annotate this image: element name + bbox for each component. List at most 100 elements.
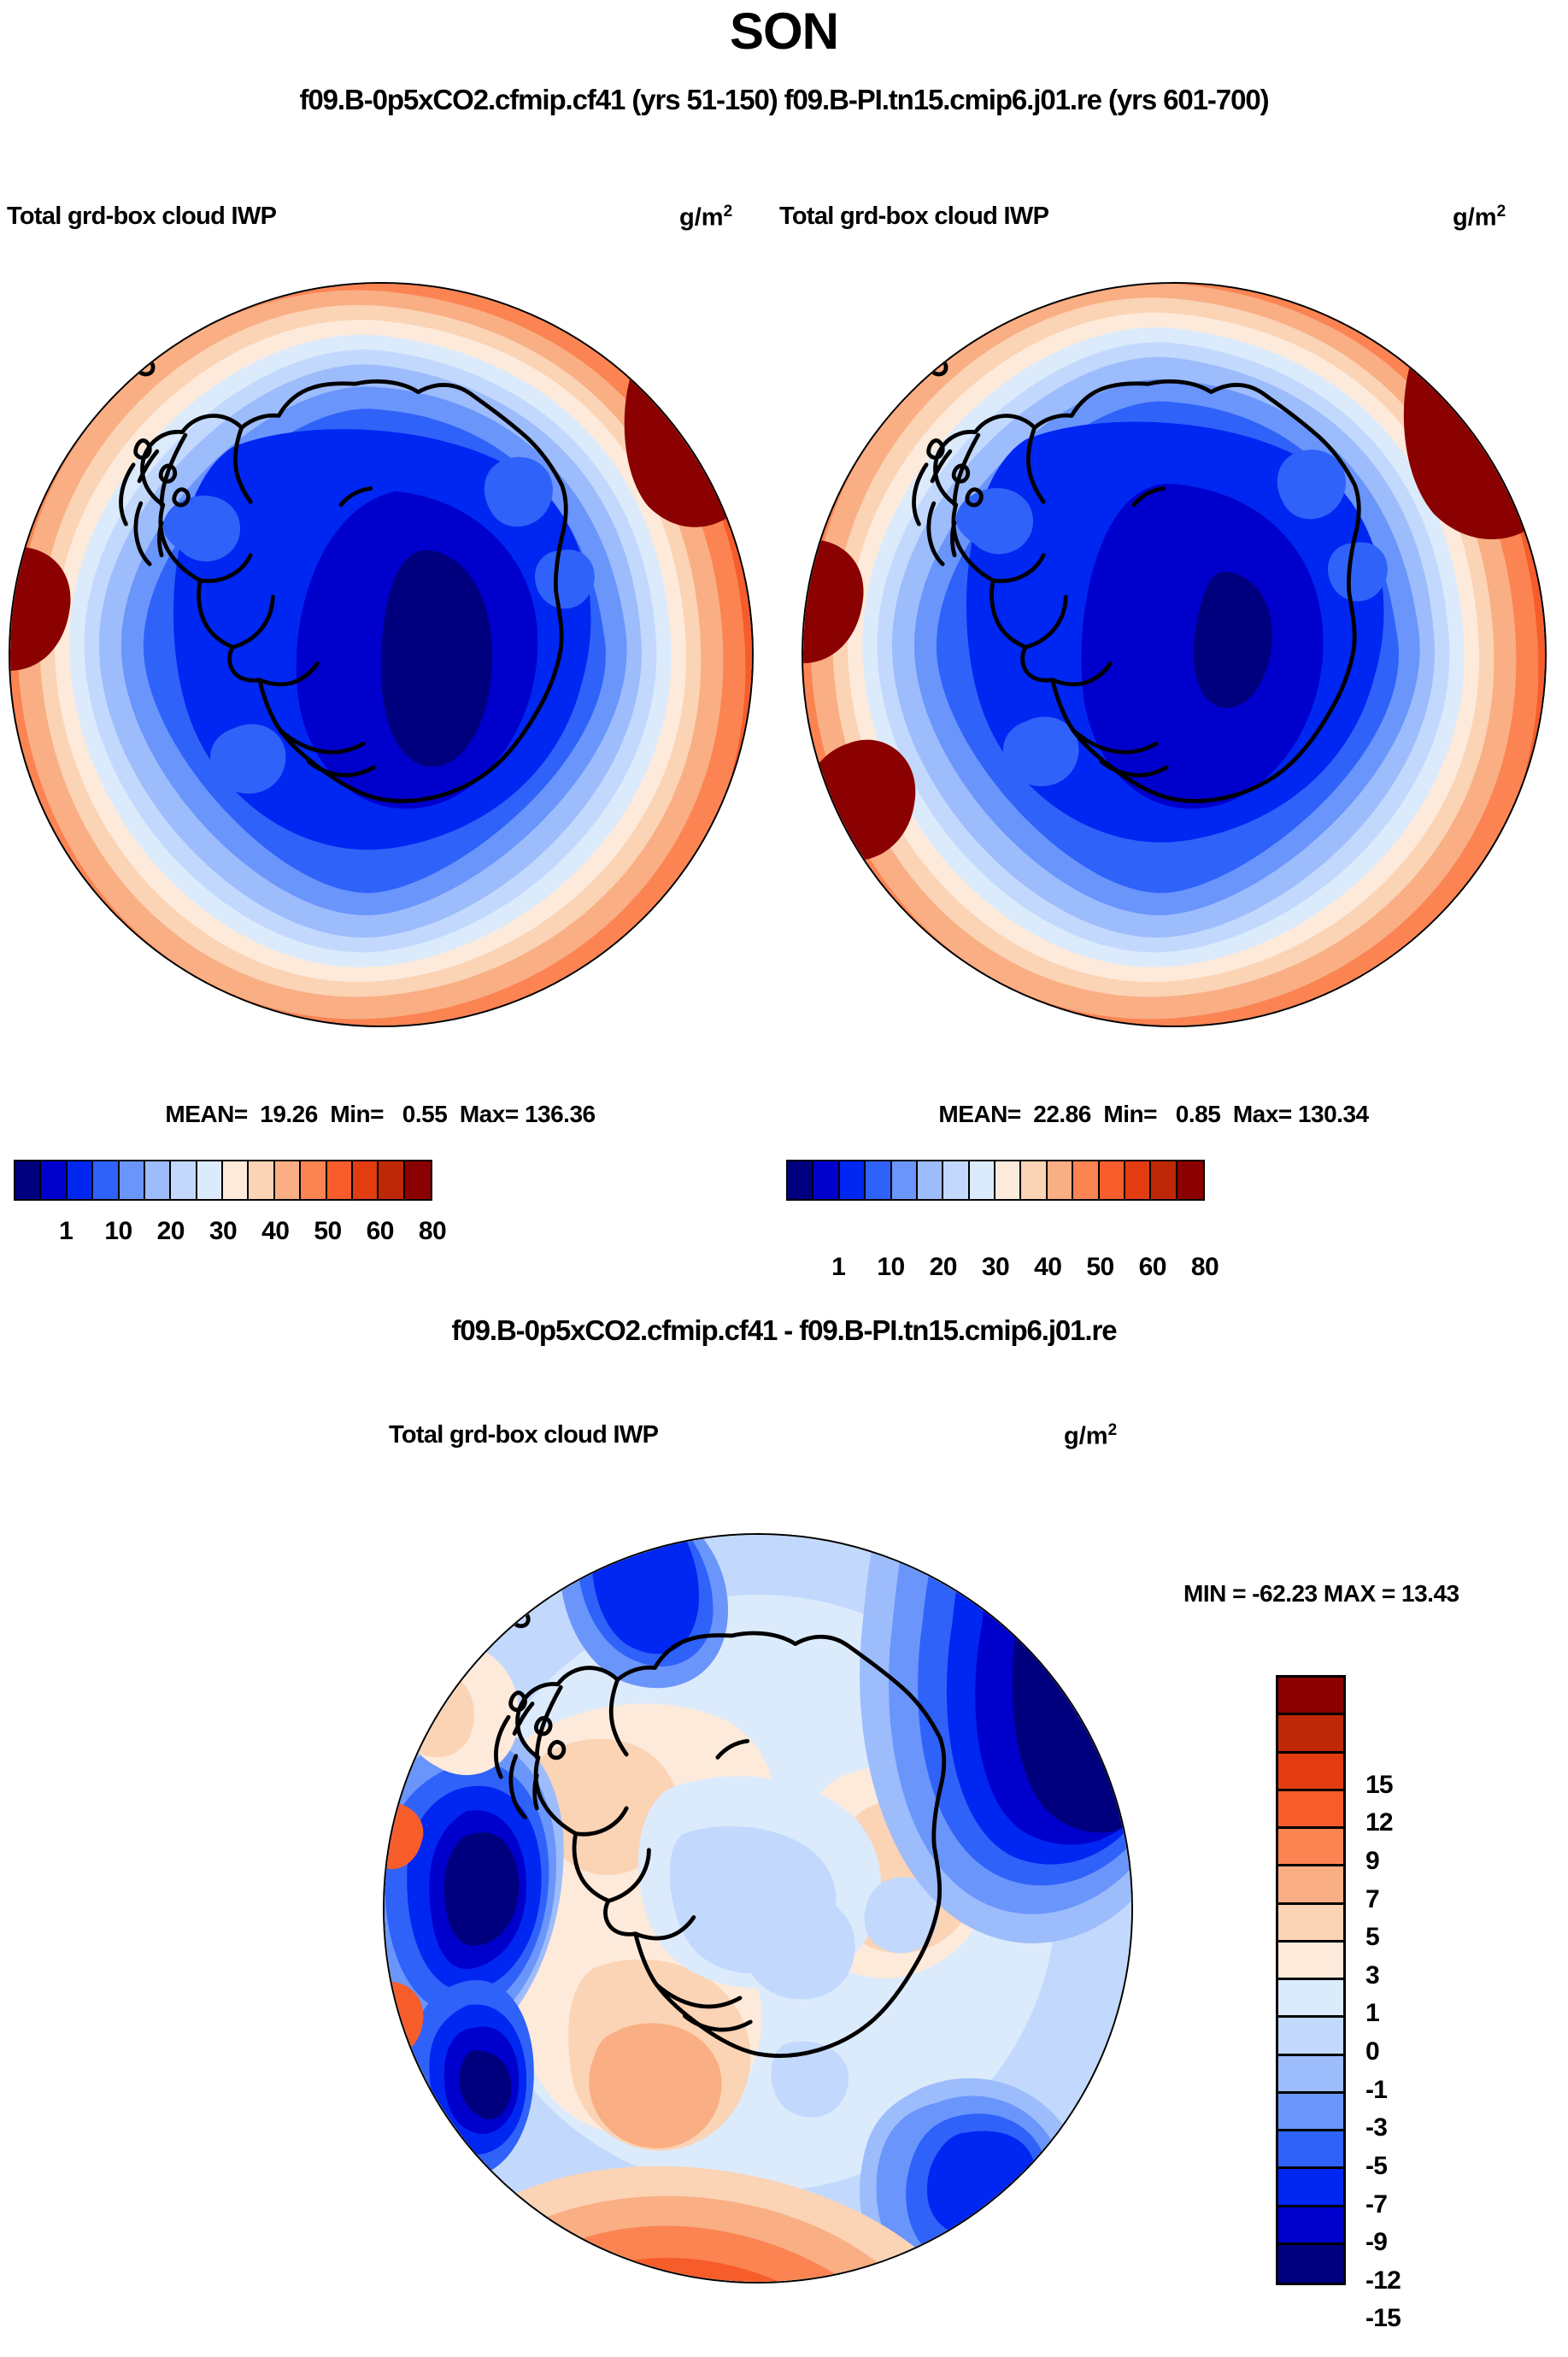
colorbar-cell[interactable]: [995, 1161, 1022, 1199]
colorbar-cell[interactable]: [1151, 1161, 1177, 1199]
right-panel-stats: MEAN= 22.86 Min= 0.85 Max= 130.34: [773, 1101, 1534, 1128]
colorbar-cell[interactable]: [1047, 1161, 1074, 1199]
colorbar-cell[interactable]: [1278, 2169, 1343, 2207]
left-stats-mean-value: 19.26: [260, 1101, 318, 1127]
colorbar-tick-label: 30: [208, 1217, 238, 1245]
colorbar-tick-label: 12: [1365, 1808, 1394, 1837]
colorbar-tick-label: 9: [1365, 1846, 1380, 1875]
map-difference-svg: [385, 1535, 1131, 2282]
difference-colorbar[interactable]: [1276, 1675, 1346, 2285]
colorbar-cell[interactable]: [813, 1161, 840, 1199]
colorbar-cell[interactable]: [249, 1161, 275, 1199]
difference-minmax-label: MIN = -62.23 MAX = 13.43: [1183, 1580, 1459, 1607]
colorbar-cell[interactable]: [943, 1161, 970, 1199]
colorbar-cell[interactable]: [144, 1161, 172, 1199]
right-panel-variable-label: Total grd-box cloud IWP: [779, 203, 1049, 230]
colorbar-cell[interactable]: [197, 1161, 223, 1199]
colorbar-cell[interactable]: [93, 1161, 120, 1199]
left-colorbar[interactable]: [14, 1160, 432, 1201]
colorbar-tick-label: 3: [1365, 1960, 1380, 1990]
colorbar-cell[interactable]: [1073, 1161, 1100, 1199]
colorbar-tick-label: 5: [1365, 1923, 1380, 1952]
colorbar-cell[interactable]: [969, 1161, 995, 1199]
colorbar-cell[interactable]: [1278, 2018, 1343, 2056]
colorbar-tick-label: 1: [1365, 1999, 1380, 2028]
diff-panel-variable-label: Total grd-box cloud IWP: [389, 1421, 659, 1449]
colorbar-cell[interactable]: [1278, 1904, 1343, 1943]
colorbar-cell[interactable]: [274, 1161, 302, 1199]
right-colorbar[interactable]: [786, 1160, 1205, 1201]
colorbar-tick-label: 10: [877, 1253, 905, 1281]
left-panel-units-text: g/m: [679, 203, 724, 232]
colorbar-cell[interactable]: [1278, 2244, 1343, 2283]
colorbar-tick-label: -15: [1365, 2304, 1401, 2333]
colorbar-tick-label: 1: [831, 1253, 846, 1281]
right-panel-units-label: g/m2: [1453, 203, 1506, 232]
left-panel-units-exponent: 2: [723, 203, 733, 220]
colorbar-cell[interactable]: [1278, 1790, 1343, 1829]
colorbar-cell[interactable]: [301, 1161, 327, 1199]
colorbar-cell[interactable]: [917, 1161, 944, 1199]
left-panel-units-label: g/m2: [679, 203, 732, 232]
colorbar-cell[interactable]: [171, 1161, 197, 1199]
colorbar-cell[interactable]: [866, 1161, 892, 1199]
right-stats-max-label: Max=: [1232, 1101, 1292, 1127]
colorbar-cell[interactable]: [788, 1161, 814, 1199]
colorbar-tick-label: 7: [1365, 1884, 1380, 1913]
colorbar-tick-label: 1: [59, 1217, 73, 1245]
colorbar-cell[interactable]: [891, 1161, 918, 1199]
colorbar-cell[interactable]: [1278, 2093, 1343, 2131]
colorbar-tick-label: 80: [1190, 1253, 1219, 1281]
colorbar-tick-label: 80: [418, 1217, 447, 1245]
colorbar-cell[interactable]: [1278, 1866, 1343, 1905]
colorbar-cell[interactable]: [41, 1161, 68, 1199]
colorbar-cell[interactable]: [1177, 1161, 1203, 1199]
colorbar-cell[interactable]: [1278, 2131, 1343, 2170]
colorbar-cell[interactable]: [404, 1161, 431, 1199]
colorbar-tick-label: -9: [1365, 2228, 1388, 2257]
colorbar-cell[interactable]: [1278, 1753, 1343, 1791]
colorbar-tick-label: 50: [1086, 1253, 1114, 1281]
difference-panel-title: f09.B-0p5xCO2.cfmip.cf41 - f09.B-PI.tn15…: [451, 1314, 1117, 1346]
left-stats-min-value: 0.55: [402, 1101, 448, 1127]
colorbar-cell[interactable]: [119, 1161, 145, 1199]
colorbar-cell[interactable]: [1278, 1715, 1343, 1754]
colorbar-tick-label: 20: [929, 1253, 958, 1281]
diff-panel-units-label: g/m2: [1064, 1421, 1117, 1451]
colorbar-tick-label: -12: [1365, 2266, 1401, 2295]
colorbar-cell[interactable]: [1099, 1161, 1125, 1199]
map-right-contour-field: [803, 284, 1545, 1026]
right-panel-units-exponent: 2: [1496, 203, 1506, 220]
difference-colorbar-labels: 15 12 9 7 5 3 1 0 -1 -3 -5 -7 -9 -12 -15: [1365, 1747, 1494, 2357]
colorbar-tick-label: 40: [261, 1217, 290, 1245]
colorbar-cell[interactable]: [15, 1161, 42, 1199]
colorbar-cell[interactable]: [1278, 2055, 1343, 2094]
left-colorbar-labels: 1 10 20 30 40 50 60 80: [14, 1217, 447, 1253]
colorbar-cell[interactable]: [1278, 1980, 1343, 2019]
map-difference-globe[interactable]: [383, 1533, 1133, 2284]
colorbar-cell[interactable]: [1278, 1829, 1343, 1867]
colorbar-tick-label: 40: [1034, 1253, 1062, 1281]
colorbar-cell[interactable]: [326, 1161, 353, 1199]
colorbar-cell[interactable]: [1125, 1161, 1152, 1199]
colorbar-cell[interactable]: [1278, 2207, 1343, 2245]
right-stats-max-value: 130.34: [1297, 1101, 1369, 1127]
colorbar-cell[interactable]: [223, 1161, 250, 1199]
colorbar-cell[interactable]: [1278, 1942, 1343, 1980]
colorbar-cell[interactable]: [839, 1161, 866, 1199]
diff-panel-units-text: g/m: [1064, 1422, 1108, 1450]
colorbar-tick-label: 0: [1365, 2037, 1380, 2066]
colorbar-cell[interactable]: [1278, 1678, 1343, 1716]
colorbar-tick-label: 50: [314, 1217, 342, 1245]
figure-season-title: SON: [729, 3, 839, 60]
right-stats-mean-label: MEAN=: [938, 1101, 1021, 1127]
figure-case-line: f09.B-0p5xCO2.cfmip.cf41 (yrs 51-150) f0…: [299, 84, 1270, 115]
map-right-globe[interactable]: [802, 282, 1547, 1027]
colorbar-cell[interactable]: [67, 1161, 94, 1199]
colorbar-cell[interactable]: [379, 1161, 405, 1199]
colorbar-tick-label: 30: [981, 1253, 1010, 1281]
colorbar-cell[interactable]: [1021, 1161, 1048, 1199]
map-left-globe[interactable]: [9, 282, 754, 1027]
map-left-contour-field: [10, 284, 752, 1026]
colorbar-cell[interactable]: [352, 1161, 379, 1199]
